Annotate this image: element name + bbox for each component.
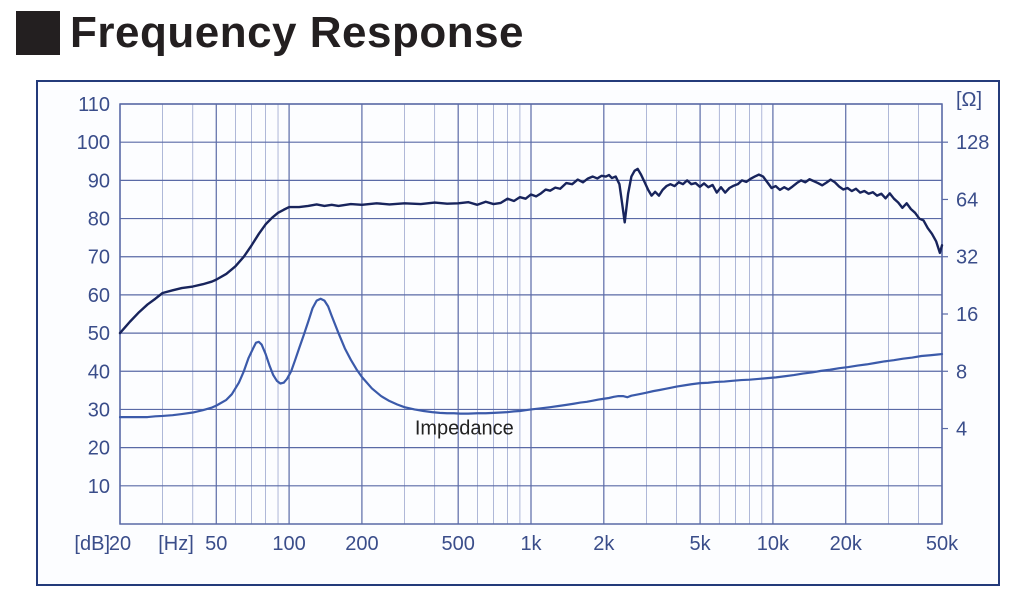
y-tick-label-right: 4 [956,419,967,441]
y-right-unit-label: [Ω] [956,89,982,111]
y-tick-label-right: 8 [956,361,967,383]
chart-frame: 102030405060708090100110[dB]205010020050… [36,80,1000,586]
frequency-response-chart: 102030405060708090100110[dB]205010020050… [36,80,1000,586]
y-tick-label-left: 20 [88,438,110,460]
y-tick-label-right: 16 [956,304,978,326]
y-tick-label-left: 110 [78,94,110,116]
y-tick-label-right: 64 [956,189,978,211]
y-tick-label-left: 30 [88,399,110,421]
impedance-label: Impedance [415,418,514,440]
page-root: Frequency Response 10 20 30 40 50 60 70 80 90 100… [0,0,1024,616]
y-tick-label-left: 80 [88,209,110,231]
y-tick-label-left: 90 [88,170,110,192]
y-tick-label-left: 60 [88,285,110,307]
x-tick-label: 1k [520,533,542,555]
y-tick-label-left: 10 [88,476,110,498]
title-bullet-square-icon [16,11,60,55]
x-tick-label: 2k [593,533,615,555]
x-tick-label: 100 [272,533,305,555]
y-tick-label-left: 100 [77,132,110,154]
y-tick-label-left: 70 [88,247,110,269]
y-tick-label-left: 40 [88,361,110,383]
x-tick-label: 20k [830,533,863,555]
y-left-unit-label: [dB] [74,533,110,555]
x-tick-label: 5k [690,533,712,555]
x-tick-label: 20 [109,533,131,555]
title-row: Frequency Response [16,8,524,58]
x-tick-label: 10k [757,533,790,555]
page-title: Frequency Response [70,8,524,58]
y-tick-label-left: 50 [88,323,110,345]
x-tick-label: 500 [441,533,474,555]
x-tick-label: 50k [926,533,959,555]
x-tick-label: 200 [345,533,378,555]
y-tick-label-right: 128 [956,132,989,154]
x-tick-label: 50 [205,533,227,555]
y-tick-label-right: 32 [956,247,978,269]
x-unit-label: [Hz] [158,533,194,555]
